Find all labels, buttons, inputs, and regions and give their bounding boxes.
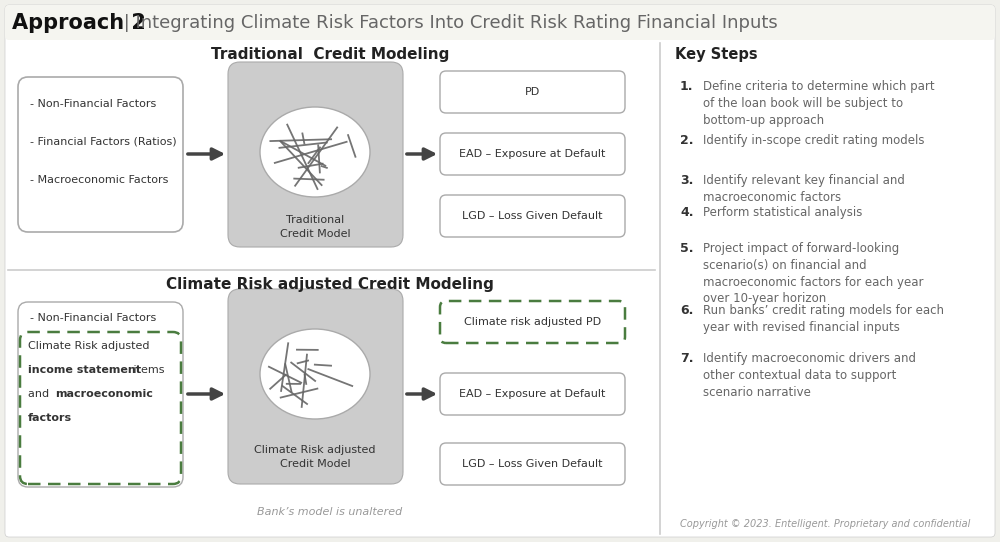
Text: EAD – Exposure at Default: EAD – Exposure at Default [459,149,606,159]
Text: EAD – Exposure at Default: EAD – Exposure at Default [459,389,606,399]
Text: Climate Risk adjusted Credit Modeling: Climate Risk adjusted Credit Modeling [166,276,494,292]
Text: 2.: 2. [680,134,694,147]
Text: macroeconomic: macroeconomic [55,389,153,399]
Text: Copyright © 2023. Entelligent. Proprietary and confidential: Copyright © 2023. Entelligent. Proprieta… [680,519,970,529]
FancyBboxPatch shape [440,443,625,485]
FancyBboxPatch shape [18,302,183,487]
Text: 3.: 3. [680,174,693,187]
Text: Climate risk adjusted PD: Climate risk adjusted PD [464,317,601,327]
Text: income statement: income statement [28,365,141,375]
FancyBboxPatch shape [228,62,403,247]
Text: Approach 2: Approach 2 [12,13,146,33]
Text: Traditional  Credit Modeling: Traditional Credit Modeling [211,47,449,61]
Text: and: and [28,389,53,399]
FancyBboxPatch shape [5,5,995,537]
FancyBboxPatch shape [228,289,403,484]
Text: - Macroeconomic Factors: - Macroeconomic Factors [30,175,168,185]
Text: Perform statistical analysis: Perform statistical analysis [703,206,862,219]
FancyBboxPatch shape [440,195,625,237]
Ellipse shape [260,329,370,419]
FancyBboxPatch shape [440,71,625,113]
Text: 4.: 4. [680,206,694,219]
Text: - Non-Financial Factors: - Non-Financial Factors [30,313,156,323]
Text: 1.: 1. [680,80,694,93]
Ellipse shape [260,107,370,197]
Text: | Integrating Climate Risk Factors Into Credit Risk Rating Financial Inputs: | Integrating Climate Risk Factors Into … [118,14,778,32]
Text: factors: factors [28,413,72,423]
Text: - Financial Factors (Ratios): - Financial Factors (Ratios) [30,137,177,147]
FancyBboxPatch shape [440,301,625,343]
Text: Define criteria to determine which part
of the loan book will be subject to
bott: Define criteria to determine which part … [703,80,935,127]
Text: Identify in-scope credit rating models: Identify in-scope credit rating models [703,134,924,147]
Text: Climate Risk adjusted
Credit Model: Climate Risk adjusted Credit Model [254,446,376,469]
Text: 5.: 5. [680,242,694,255]
Text: LGD – Loss Given Default: LGD – Loss Given Default [462,459,603,469]
Text: LGD – Loss Given Default: LGD – Loss Given Default [462,211,603,221]
Text: items: items [130,365,164,375]
FancyBboxPatch shape [18,77,183,232]
FancyBboxPatch shape [20,332,181,484]
Text: Project impact of forward-looking
scenario(s) on financial and
macroeconomic fac: Project impact of forward-looking scenar… [703,242,924,305]
Text: PD: PD [525,87,540,97]
Text: Bank’s model is unaltered: Bank’s model is unaltered [257,507,403,517]
Text: 7.: 7. [680,352,694,365]
Text: Traditional
Credit Model: Traditional Credit Model [280,215,350,238]
FancyBboxPatch shape [5,5,995,40]
Text: Run banks’ credit rating models for each
year with revised financial inputs: Run banks’ credit rating models for each… [703,304,944,334]
Text: 6.: 6. [680,304,693,317]
Text: - Non-Financial Factors: - Non-Financial Factors [30,99,156,109]
Text: Identify macroeconomic drivers and
other contextual data to support
scenario nar: Identify macroeconomic drivers and other… [703,352,916,398]
Text: Identify relevant key financial and
macroeconomic factors: Identify relevant key financial and macr… [703,174,905,204]
Text: Climate Risk adjusted: Climate Risk adjusted [28,341,150,351]
Text: Key Steps: Key Steps [675,47,758,61]
FancyBboxPatch shape [440,373,625,415]
FancyBboxPatch shape [440,133,625,175]
